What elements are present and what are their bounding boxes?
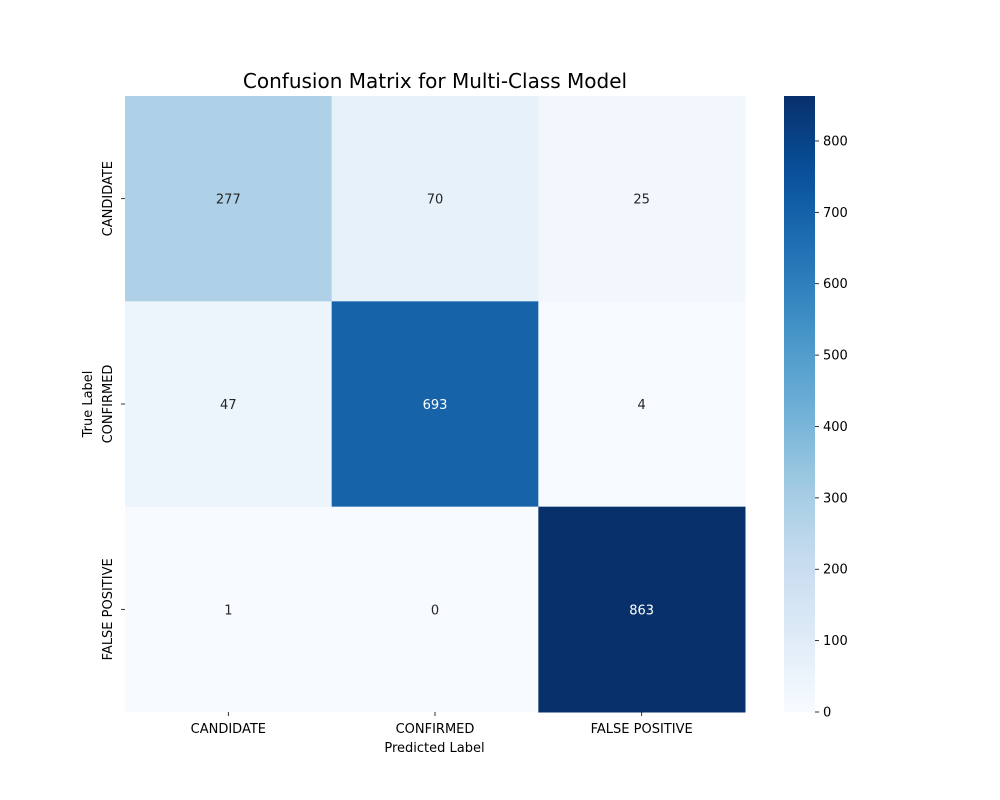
chart-title: Confusion Matrix for Multi-Class Model	[243, 69, 627, 93]
heatmap-cell	[331, 506, 539, 713]
colorbar-tick-label: 400	[823, 420, 848, 435]
x-axis-label: Predicted Label	[384, 741, 484, 756]
y-tick-label: FALSE POSITIVE	[101, 558, 116, 660]
cell-value-label: 70	[427, 193, 444, 208]
y-tick-label: CANDIDATE	[101, 161, 116, 236]
colorbar: 0 100 200 300 400 500 600 700 800	[784, 96, 848, 721]
heatmap-cell-labels: 277 70 25 47 693 4 1 0 863	[216, 193, 654, 619]
heatmap-cell	[538, 506, 746, 713]
cell-value-label: 4	[638, 398, 646, 413]
cell-value-label: 693	[423, 398, 448, 413]
cell-value-label: 25	[633, 193, 650, 208]
x-tick-label: CONFIRMED	[396, 722, 475, 737]
cell-value-label: 0	[431, 603, 439, 618]
heatmap-cell	[125, 301, 333, 508]
colorbar-tick-label: 500	[823, 349, 848, 364]
x-tick-label: FALSE POSITIVE	[591, 722, 693, 737]
y-axis-ticks: CANDIDATE CONFIRMED FALSE POSITIVE	[101, 161, 125, 660]
heatmap-cell	[331, 301, 539, 508]
y-axis-label: True Label	[81, 371, 96, 439]
cell-value-label: 47	[220, 398, 237, 413]
cell-value-label: 863	[629, 603, 654, 618]
cell-value-label: 1	[224, 603, 232, 618]
colorbar-tick-label: 300	[823, 491, 848, 506]
colorbar-tick-label: 200	[823, 563, 848, 578]
heatmap-cell	[125, 96, 333, 302]
colorbar-tick-label: 0	[823, 706, 831, 721]
colorbar-tick-label: 700	[823, 206, 848, 221]
x-axis-ticks: CANDIDATE CONFIRMED FALSE POSITIVE	[191, 712, 693, 737]
colorbar-gradient	[784, 96, 815, 712]
colorbar-tick-label: 800	[823, 134, 848, 149]
heatmap-cell	[538, 96, 746, 302]
heatmap-cell	[538, 301, 746, 508]
cell-value-label: 277	[216, 193, 241, 208]
colorbar-tick-label: 600	[823, 277, 848, 292]
heatmap-cells	[125, 96, 746, 713]
heatmap-cell	[125, 506, 333, 713]
y-tick-label: CONFIRMED	[101, 365, 116, 444]
x-tick-label: CANDIDATE	[191, 722, 266, 737]
heatmap-cell	[331, 96, 539, 302]
colorbar-tick-label: 100	[823, 634, 848, 649]
